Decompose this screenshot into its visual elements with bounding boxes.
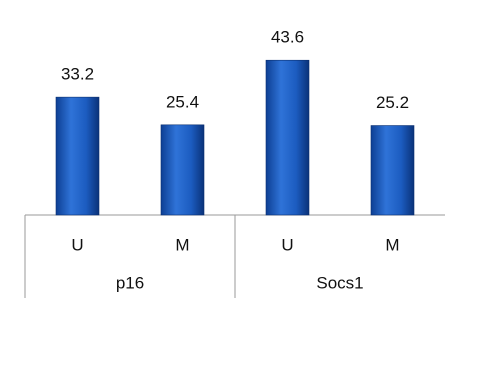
- data-label: 25.4: [166, 92, 199, 111]
- data-label: 33.2: [61, 65, 94, 84]
- bar: [55, 96, 100, 216]
- x-tick-label: U: [281, 235, 293, 254]
- group-label: p16: [116, 273, 144, 292]
- x-tick-label: U: [71, 235, 83, 254]
- bar: [160, 124, 205, 216]
- x-tick-label: M: [175, 235, 189, 254]
- data-label: 25.2: [376, 93, 409, 112]
- bar: [265, 59, 310, 216]
- x-tick-label: M: [385, 235, 399, 254]
- group-label: Socs1: [316, 273, 363, 292]
- bar: [370, 125, 415, 216]
- data-label: 43.6: [271, 28, 304, 47]
